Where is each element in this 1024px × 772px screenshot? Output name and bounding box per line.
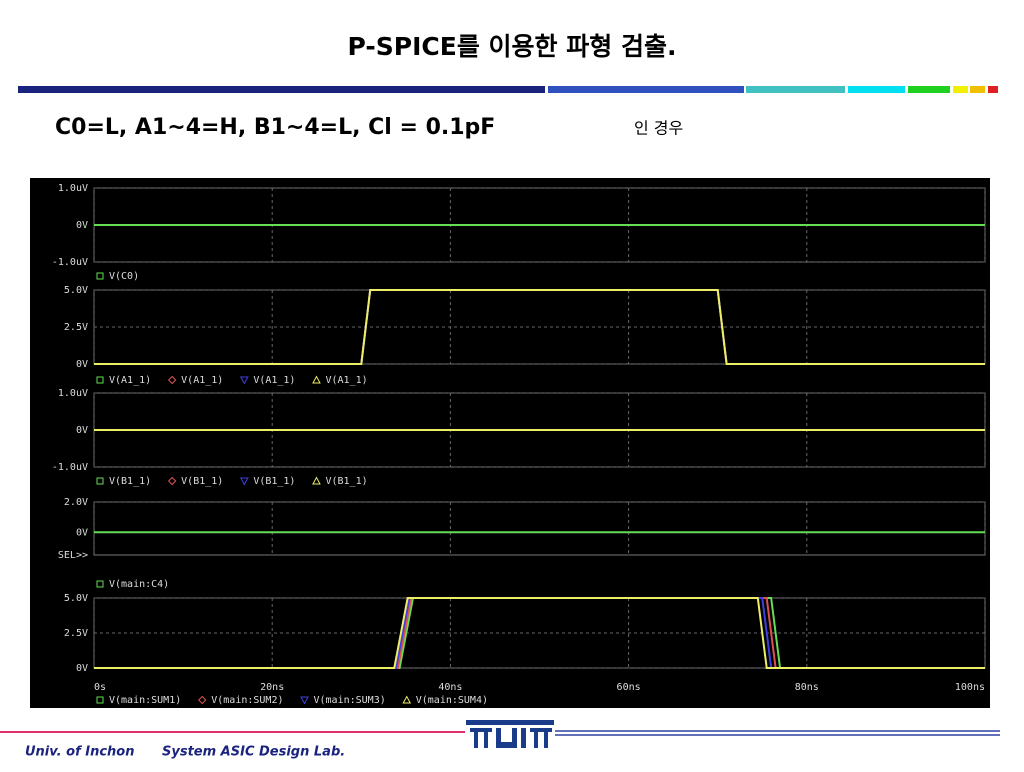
legend-label: V(B1_1) bbox=[325, 476, 367, 487]
legend-label: V(C0) bbox=[109, 271, 139, 282]
legend-label: V(A1_1) bbox=[325, 375, 367, 386]
sel-label: SEL>> bbox=[58, 550, 88, 561]
plot-background bbox=[30, 178, 990, 708]
deco-bar bbox=[953, 86, 968, 93]
legend-symbol bbox=[167, 375, 177, 385]
y-tick-label: 0V bbox=[76, 425, 88, 436]
y-tick-label: 5.0V bbox=[64, 593, 88, 604]
legend-label: V(main:SUM1) bbox=[109, 695, 181, 706]
series-line bbox=[94, 597, 985, 669]
y-tick-label: 0V bbox=[76, 527, 88, 538]
legend-symbol bbox=[198, 695, 207, 705]
x-tick-label: 80ns bbox=[795, 682, 819, 693]
legend-symbol bbox=[96, 376, 104, 384]
legend-label: V(B1_1) bbox=[109, 476, 151, 487]
deco-bar bbox=[746, 86, 845, 93]
y-tick-label: 2.0V bbox=[64, 497, 88, 508]
subtitle-suffix: 인 경우 bbox=[634, 119, 683, 138]
legend-label: V(B1_1) bbox=[253, 476, 295, 487]
slide-title: P-SPICE를 이용한 파형 검출. bbox=[348, 32, 677, 61]
x-tick-label: 0s bbox=[94, 682, 106, 693]
deco-bar bbox=[970, 86, 985, 93]
deco-bar bbox=[548, 86, 744, 93]
logo bbox=[466, 720, 554, 748]
legend-symbol bbox=[300, 696, 309, 705]
deco-bar bbox=[18, 86, 545, 93]
y-tick-label: 0V bbox=[76, 220, 88, 231]
y-tick-label: 5.0V bbox=[64, 285, 88, 296]
y-tick-label: 1.0uV bbox=[58, 183, 88, 194]
x-tick-label: 40ns bbox=[438, 682, 462, 693]
y-tick-label: 0V bbox=[76, 359, 88, 370]
footer-left: Univ. of Inchon bbox=[25, 745, 135, 760]
plots: 1.0uV 0V -1.0uV V(C0) 5.0V 2.5V 0V V(A1_1) V(A1_… bbox=[52, 183, 986, 706]
y-tick-label: 0V bbox=[76, 663, 88, 674]
subtitle: C0=L, A1~4=H, B1~4=L, Cl = 0.1pF bbox=[55, 115, 495, 140]
x-tick-label: 20ns bbox=[260, 682, 284, 693]
legend-label: V(B1_1) bbox=[181, 476, 223, 487]
y-tick-label: 2.5V bbox=[64, 628, 88, 639]
legend-symbol bbox=[96, 696, 104, 704]
legend-symbol bbox=[239, 477, 249, 486]
y-tick-label: 1.0uV bbox=[58, 388, 88, 399]
deco-bar bbox=[908, 86, 950, 93]
footer-right: System ASIC Design Lab. bbox=[162, 745, 345, 760]
legend-symbol bbox=[167, 476, 177, 486]
legend-label: V(main:C4) bbox=[109, 579, 169, 590]
legend-symbol bbox=[96, 272, 104, 280]
legend-label: V(A1_1) bbox=[181, 375, 223, 386]
legend-label: V(main:SUM2) bbox=[211, 695, 283, 706]
deco-bar bbox=[988, 86, 998, 93]
legend-symbol bbox=[96, 477, 104, 485]
y-tick-label: -1.0uV bbox=[52, 462, 88, 473]
legend-symbol bbox=[312, 375, 321, 384]
x-tick-label: 100ns bbox=[955, 682, 985, 693]
series-line bbox=[94, 289, 985, 365]
legend-label: V(main:SUM3) bbox=[314, 695, 386, 706]
legend-symbol bbox=[96, 580, 104, 588]
deco-bar bbox=[848, 86, 905, 93]
legend-symbol bbox=[239, 376, 249, 385]
legend-label: V(A1_1) bbox=[109, 375, 151, 386]
legend-symbol bbox=[402, 695, 412, 704]
legend-label: V(main:SUM4) bbox=[416, 695, 488, 706]
legend-symbol bbox=[312, 476, 321, 485]
y-tick-label: 2.5V bbox=[64, 322, 88, 333]
legend-label: V(A1_1) bbox=[253, 375, 295, 386]
y-tick-label: -1.0uV bbox=[52, 257, 88, 268]
x-tick-label: 60ns bbox=[617, 682, 641, 693]
